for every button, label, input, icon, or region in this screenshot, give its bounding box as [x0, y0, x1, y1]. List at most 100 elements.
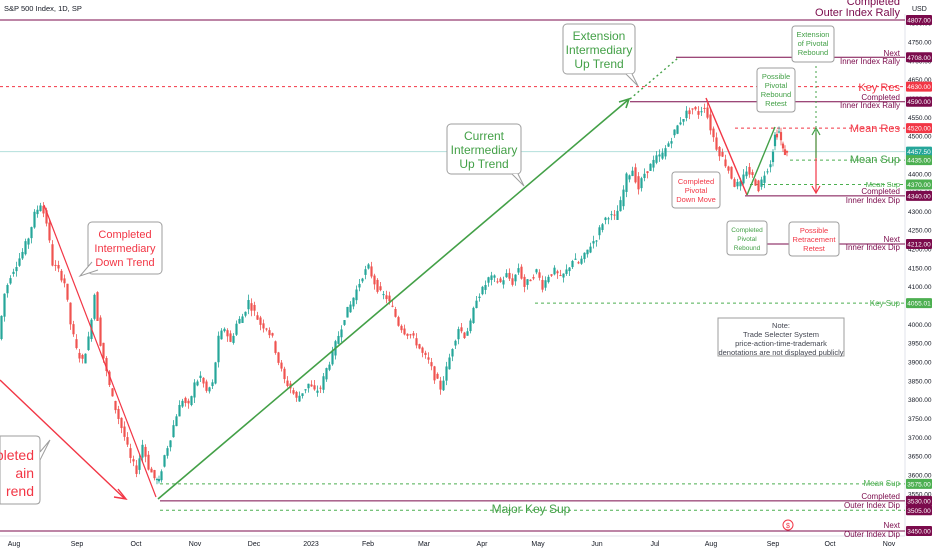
candle-body: [643, 173, 646, 179]
candle-body: [586, 249, 589, 255]
candle-body: [343, 320, 346, 325]
candle-body: [529, 279, 532, 282]
candle-body: [487, 277, 490, 283]
candle-body: [754, 179, 757, 186]
callout-completed-intermediary-down: Completed Intermediary Down Trend: [78, 221, 163, 278]
candle-body: [640, 178, 643, 189]
candle-body: [592, 241, 595, 244]
candle-body: [6, 285, 9, 294]
candle-body: [622, 189, 625, 207]
cidt-line-3: Down Trend: [95, 257, 154, 269]
y-tick-label: 4100.00: [908, 284, 932, 291]
candle-body: [484, 285, 487, 290]
cpdm-line-1: Completed: [678, 177, 714, 186]
candle-body: [541, 279, 544, 290]
candle-body: [135, 465, 138, 474]
candle-body: [724, 159, 727, 167]
candle-body: [583, 252, 586, 260]
candle-body: [274, 341, 277, 353]
candle-body: [9, 278, 12, 284]
candle-body: [604, 217, 607, 221]
candle-body: [193, 382, 196, 398]
price-tag: [906, 81, 932, 92]
x-tick-label: Apr: [477, 541, 489, 548]
candle-body: [235, 323, 238, 335]
candle-body: [424, 352, 427, 355]
candle-body: [96, 292, 99, 321]
price-tag-label: 4340.00: [907, 193, 931, 200]
label-next-inner-rally-1: Next: [884, 49, 901, 58]
candle-body: [706, 107, 709, 118]
label-mean-sup-1: Mean Sup: [850, 154, 900, 166]
epr-line-1: Extension: [797, 30, 830, 39]
candle-body: [394, 308, 397, 317]
candle-body: [442, 380, 445, 391]
candle-body: [773, 134, 777, 147]
price-tag: [906, 298, 932, 309]
candle-body: [187, 400, 190, 404]
candle-body: [63, 278, 66, 284]
candle-body: [18, 258, 21, 266]
x-axis[interactable]: Aug Sep Oct Nov Dec 2023 Feb Mar Apr May Jun Jul Aug…: [8, 541, 896, 548]
candle-body: [748, 166, 751, 175]
candle-body: [655, 155, 658, 163]
candle-body: [508, 272, 511, 279]
event-icon[interactable]: $: [782, 519, 794, 531]
x-tick-label: Mar: [418, 541, 431, 548]
candle-body: [12, 271, 15, 274]
candle-body: [144, 446, 147, 457]
extension-up-trend-line: [629, 57, 679, 100]
callout-possible-retracement: Possible Retracement Retest: [788, 221, 840, 257]
candle-body: [217, 335, 220, 363]
ppr-line-2: Pivotal: [765, 81, 788, 90]
y-tick-label: 3950.00: [908, 341, 932, 348]
note-box: Note: Trade Selecter System price-action…: [717, 317, 845, 357]
callout-completed-pivotal-rebound: Completed Pivotal Rebound: [726, 220, 768, 256]
candle-body: [739, 181, 742, 187]
candle-body: [460, 327, 463, 332]
candle-body: [328, 364, 331, 370]
label-major-key-sup: Major Key Sup: [492, 502, 571, 516]
candle-body: [397, 317, 400, 326]
note-line-1: Note:: [772, 321, 790, 330]
candle-body: [307, 383, 310, 389]
label-completed-inner-dip-2: Inner Index Dip: [846, 196, 901, 205]
candle-body: [349, 304, 352, 313]
candle-body: [625, 173, 628, 192]
candle-body: [199, 375, 202, 378]
label-completed-outer-dip-1: Completed: [861, 492, 900, 501]
candle-body: [72, 324, 75, 335]
candle-body: [682, 118, 685, 122]
candle-body: [202, 377, 205, 384]
candle-body: [785, 150, 789, 153]
candle-body: [589, 246, 592, 253]
price-tag-label: 4435.00: [907, 158, 931, 165]
candle-body: [48, 222, 51, 241]
candle-body: [208, 387, 211, 392]
candle-body: [69, 302, 72, 325]
completed-main-line-1: pleted: [0, 447, 34, 463]
price-tag-label: 4807.00: [907, 18, 931, 25]
candle-body: [631, 170, 634, 177]
candle-body: [39, 205, 42, 212]
candle-body: [779, 132, 783, 141]
candle-body: [379, 286, 382, 291]
y-tick-label: 3700.00: [908, 435, 932, 442]
candle-body: [700, 111, 703, 113]
ciut-line-2: Intermediary: [451, 143, 518, 157]
candle-body: [160, 471, 163, 481]
x-tick-label: Oct: [131, 541, 142, 548]
y-tick-label: 3900.00: [908, 360, 932, 367]
candle-body: [256, 315, 259, 320]
candle-body: [373, 275, 376, 285]
x-tick-label: 2023: [303, 541, 319, 548]
candle-body: [661, 152, 664, 159]
candle-body: [403, 328, 406, 335]
price-tag: [906, 146, 932, 157]
candle-body: [439, 380, 442, 390]
candle-body: [595, 240, 598, 242]
label-completed-inner-rally-2: Inner Index Rally: [840, 101, 900, 110]
candle-body: [33, 211, 36, 228]
epr-line-2: of Pivotal: [798, 39, 829, 48]
